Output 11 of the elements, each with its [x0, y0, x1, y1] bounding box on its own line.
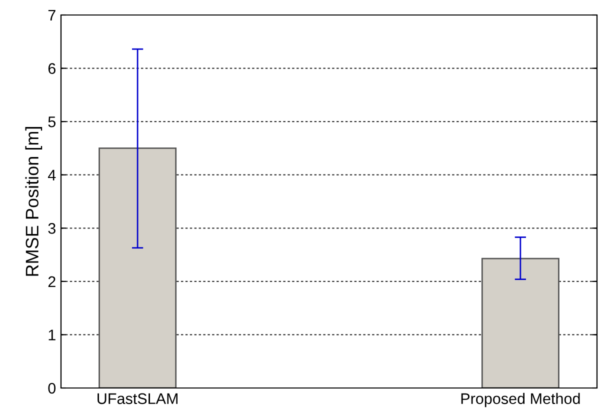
y-tick-label: 2 [48, 276, 56, 287]
y-tick-label: 5 [48, 116, 56, 128]
y-tick-label: 0 [48, 382, 56, 394]
y-tick-label: 1 [48, 330, 56, 340]
y-tick-label: 7 [48, 10, 56, 21]
x-tick-label: UFastSLAM [98, 393, 178, 404]
y-axis-title: RMSE Position [m] [25, 127, 42, 276]
x-tick-label: Proposed Method [461, 392, 580, 408]
y-tick-label: 4 [48, 170, 56, 180]
y-tick-label: 3 [48, 223, 56, 234]
y-tick-label: 6 [48, 63, 56, 74]
